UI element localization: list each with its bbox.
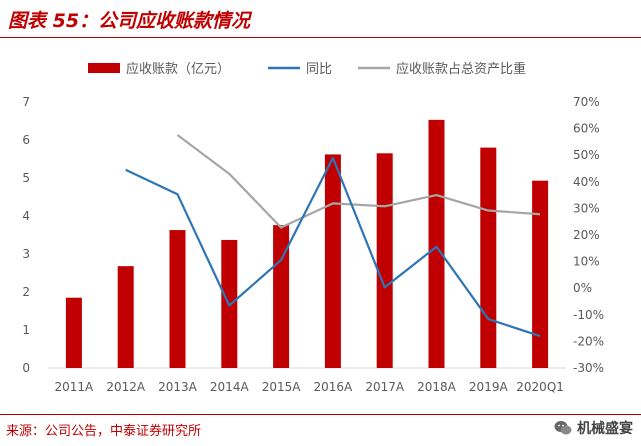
left-axis-tick-label: 0	[22, 361, 30, 375]
line-share-of-assets	[176, 134, 541, 229]
bar-receivables	[480, 147, 497, 368]
wechat-icon	[554, 421, 572, 435]
bar-receivables	[169, 230, 186, 368]
left-axis-tick-label: 5	[22, 171, 30, 185]
bar-receivables	[324, 154, 341, 368]
bar-receivables	[376, 153, 393, 368]
x-axis-tick-label: 2011A	[55, 380, 95, 394]
source-note: 来源：公司公告，中泰证券研究所	[6, 424, 202, 439]
right-axis-tick-label: -20%	[573, 334, 604, 348]
right-axis-tick-label: 10%	[573, 255, 600, 269]
bar-receivables	[428, 119, 445, 368]
watermark-text: 机械盛宴	[577, 421, 633, 437]
right-axis-tick-label: 30%	[573, 201, 600, 215]
right-axis-tick-label: 50%	[573, 148, 600, 162]
bar-receivables	[65, 297, 82, 368]
bar-receivables	[273, 225, 290, 368]
x-axis-tick-label: 2017A	[365, 380, 405, 394]
legend-swatch-bar	[88, 63, 120, 73]
x-axis-tick-label: 2015A	[262, 380, 302, 394]
chart-title: 图表 55：公司应收账款情况	[8, 10, 251, 32]
legend-label-share: 应收账款占总资产比重	[396, 61, 526, 77]
title-divider	[0, 37, 641, 38]
x-axis-tick-label: 2020Q1	[516, 380, 564, 394]
left-axis-tick-label: 1	[22, 323, 30, 337]
right-axis-tick-label: 60%	[573, 122, 600, 136]
legend-label-receivables: 应收账款（亿元）	[126, 61, 230, 77]
right-axis-tick-label: 70%	[573, 95, 600, 109]
legend-label-yoy: 同比	[306, 62, 332, 77]
receivables-chart: 0 1 2 3 4 5 6 7 -30% -20% -10% 0% 10% 20% 30% 40% 50% 60%…	[22, 61, 604, 394]
right-axis-tick-label: 20%	[573, 228, 600, 242]
bar-receivables	[117, 266, 134, 368]
line-yoy-growth	[125, 156, 541, 338]
chart-title-bar: 图表 55：公司应收账款情况	[0, 0, 641, 38]
right-axis-tick-label: 40%	[573, 175, 600, 189]
right-axis-tick-label: 0%	[573, 281, 592, 295]
right-axis-tick-label: -30%	[573, 361, 604, 375]
x-axis-tick-label: 2014A	[210, 380, 250, 394]
left-axis-tick-label: 4	[22, 209, 30, 223]
watermark: 机械盛宴	[554, 418, 633, 438]
left-axis-tick-label: 7	[22, 95, 30, 109]
x-axis-tick-label: 2016A	[314, 380, 354, 394]
source-divider	[0, 414, 641, 415]
left-axis-tick-label: 6	[22, 133, 30, 147]
left-axis-tick-label: 3	[22, 247, 30, 261]
x-axis-tick-label: 2018A	[417, 380, 457, 394]
bar-receivables	[532, 180, 549, 368]
x-axis-tick-label: 2013A	[158, 380, 198, 394]
left-axis-tick-label: 2	[22, 285, 30, 299]
right-axis-tick-label: -10%	[573, 308, 604, 322]
x-axis-tick-label: 2012A	[106, 380, 146, 394]
x-axis-tick-label: 2019A	[469, 380, 509, 394]
